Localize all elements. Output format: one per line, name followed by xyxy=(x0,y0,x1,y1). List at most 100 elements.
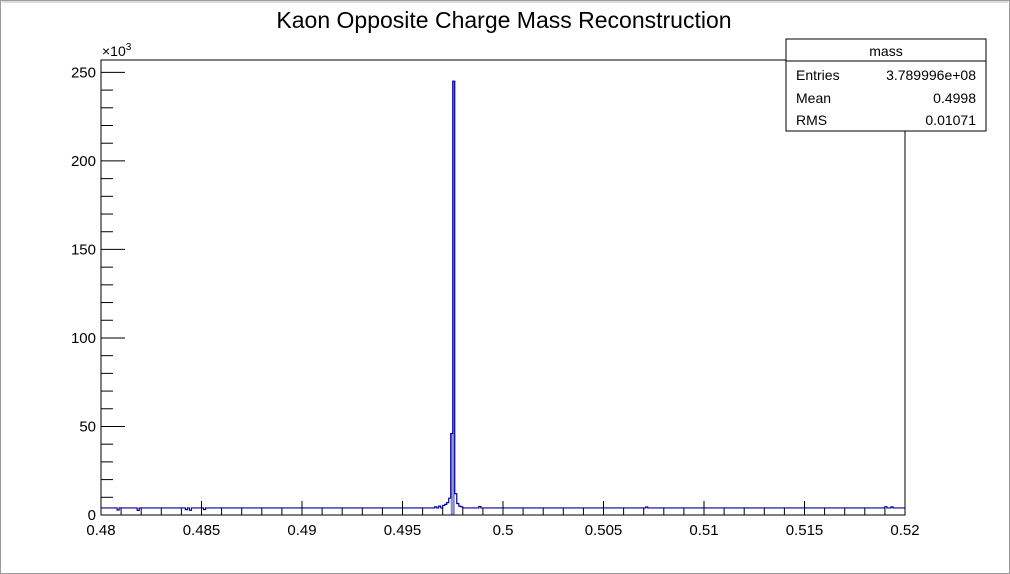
histogram-outline xyxy=(101,80,905,511)
histogram-bin xyxy=(258,508,260,515)
histogram-bin xyxy=(437,508,439,515)
histogram-bin xyxy=(151,508,153,515)
histogram-bin xyxy=(415,508,417,515)
histogram-bin xyxy=(396,508,398,515)
histogram-bin xyxy=(819,508,821,515)
histogram-bin xyxy=(614,508,616,515)
histogram-bin xyxy=(419,508,421,515)
histogram-bin xyxy=(851,508,853,515)
histogram-bin xyxy=(336,508,338,515)
histogram-bin xyxy=(204,510,206,515)
histogram-bin xyxy=(469,508,471,515)
histogram-bin xyxy=(740,508,742,515)
histogram-bin xyxy=(364,508,366,515)
histogram-bin xyxy=(674,508,676,515)
histogram-bin xyxy=(272,508,274,515)
histogram-bin xyxy=(173,508,175,515)
histogram-bin xyxy=(487,508,489,515)
histogram-bin xyxy=(889,508,891,515)
histogram-bin xyxy=(513,508,515,515)
histogram-bin xyxy=(157,508,159,515)
histogram-bin xyxy=(409,508,411,515)
histogram-bin xyxy=(296,508,298,515)
histogram-bin xyxy=(734,508,736,515)
histogram-bin xyxy=(111,508,113,515)
histogram-bin xyxy=(738,508,740,515)
histogram-bin xyxy=(324,508,326,515)
histogram-bin xyxy=(497,508,499,515)
histogram-bin xyxy=(252,508,254,515)
histogram-bin xyxy=(256,508,258,515)
histogram-bin xyxy=(226,508,228,515)
histogram-bin xyxy=(290,508,292,515)
histogram-bin xyxy=(330,508,332,515)
histogram-bin xyxy=(218,508,220,515)
histogram-bin xyxy=(732,508,734,515)
histogram-bin xyxy=(386,508,388,515)
histogram-bin xyxy=(145,508,147,515)
histogram-bin xyxy=(869,508,871,515)
histogram-bin xyxy=(171,508,173,515)
histogram-bin xyxy=(565,508,567,515)
histogram-bin xyxy=(417,508,419,515)
histogram-bin xyxy=(431,508,433,515)
histogram-bin xyxy=(405,508,407,515)
histogram-bin xyxy=(210,508,212,515)
histogram-bin xyxy=(668,508,670,515)
histogram-bin xyxy=(758,508,760,515)
histogram-bin xyxy=(378,508,380,515)
histogram-bin xyxy=(849,508,851,515)
histogram-bin xyxy=(286,508,288,515)
histogram-bin xyxy=(236,508,238,515)
histogram-bin xyxy=(127,508,129,515)
histogram-bin xyxy=(354,508,356,515)
histogram-bin xyxy=(718,508,720,515)
histogram-bin xyxy=(807,508,809,515)
histogram-bin xyxy=(815,508,817,515)
histogram-bin xyxy=(485,508,487,515)
histogram-bin xyxy=(847,508,849,515)
histogram-bin xyxy=(593,508,595,515)
chart-title: Kaon Opposite Charge Mass Reconstruction xyxy=(276,7,731,33)
histogram-bin xyxy=(835,508,837,515)
histogram-bin xyxy=(680,508,682,515)
histogram-bin xyxy=(660,508,662,515)
axis-layer: 0.48 0.485 0.49 0.495 0.5 0.505 0.51 0.515 0.52 0… xyxy=(71,64,920,539)
histogram-bin xyxy=(525,508,527,515)
histogram-bin xyxy=(809,508,811,515)
histogram-bin xyxy=(505,508,507,515)
histogram-bin xyxy=(901,508,903,515)
stats-mean-label: Mean xyxy=(796,90,831,106)
histogram-bin xyxy=(780,508,782,515)
histogram-bin xyxy=(398,508,400,515)
histogram-bin xyxy=(167,508,169,515)
histogram-bin xyxy=(620,508,622,515)
y-tick-label: 100 xyxy=(71,330,96,347)
histogram-bin xyxy=(577,508,579,515)
y-scale-factor-base: ×10 xyxy=(102,43,126,59)
histogram-bin xyxy=(278,508,280,515)
histogram-bin xyxy=(535,508,537,515)
histogram-bin xyxy=(893,508,895,515)
histogram-bin xyxy=(407,508,409,515)
histogram-bin xyxy=(700,508,702,515)
histogram-bin xyxy=(666,508,668,515)
stats-rms-value: 0.01071 xyxy=(925,112,976,128)
plot-frame xyxy=(100,59,906,516)
histogram-bin xyxy=(533,508,535,515)
x-tick-label: 0.51 xyxy=(689,522,718,539)
histogram-bin xyxy=(750,508,752,515)
histogram-bin xyxy=(208,508,210,515)
histogram-bin xyxy=(829,508,831,515)
histogram-bin xyxy=(103,508,105,515)
x-tick-label: 0.485 xyxy=(183,522,221,539)
histogram-bin xyxy=(690,508,692,515)
y-scale-factor: ×103 xyxy=(102,42,132,59)
histogram-bin xyxy=(551,508,553,515)
histogram-bin xyxy=(672,508,674,515)
histogram-bin xyxy=(696,508,698,515)
histogram-bin xyxy=(877,508,879,515)
histogram-bin xyxy=(698,508,700,515)
histogram-bin xyxy=(529,508,531,515)
histogram-bin xyxy=(612,508,614,515)
